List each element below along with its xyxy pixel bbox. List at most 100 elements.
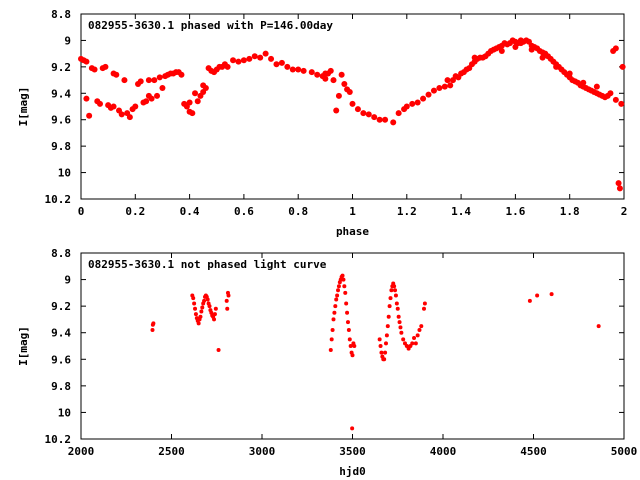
phased-data-point bbox=[121, 77, 128, 84]
unphased-data-point bbox=[205, 297, 210, 302]
phased-xtick-label: 0 bbox=[78, 205, 85, 218]
phased-data-point bbox=[593, 83, 600, 90]
unphased-data-point bbox=[226, 293, 231, 298]
unphased-data-point bbox=[344, 301, 349, 306]
unphased-data-point bbox=[395, 306, 400, 311]
unphased-data-point bbox=[350, 353, 355, 358]
unphased-data-point bbox=[200, 305, 205, 310]
unphased-data-point bbox=[347, 337, 352, 342]
phased-data-point bbox=[83, 58, 90, 65]
phased-data-point bbox=[498, 48, 505, 54]
phased-data-point bbox=[335, 92, 342, 99]
unphased-data-point bbox=[383, 350, 388, 355]
phased-data-point bbox=[619, 63, 626, 70]
phased-data-point bbox=[612, 45, 619, 52]
unphased-ytick-label: 9.6 bbox=[51, 353, 71, 366]
phased-ytick-label: 9.6 bbox=[51, 114, 71, 127]
phased-data-point bbox=[295, 66, 302, 73]
phased-data-point bbox=[471, 54, 478, 61]
phased-data-point bbox=[607, 90, 614, 97]
unphased-data-point bbox=[399, 330, 404, 335]
unphased-data-point bbox=[333, 304, 338, 309]
phased-data-point bbox=[278, 59, 285, 66]
unphased-xtick-label: 2500 bbox=[158, 445, 185, 458]
unphased-data-point bbox=[421, 306, 426, 311]
unphased-data-point bbox=[224, 298, 229, 303]
unphased-data-point bbox=[216, 347, 221, 352]
phased-data-point bbox=[314, 71, 321, 78]
unphased-ytick-label: 10.2 bbox=[45, 433, 72, 446]
unphased-data-point bbox=[332, 310, 337, 315]
phased-data-point bbox=[322, 75, 329, 82]
unphased-data-point bbox=[419, 324, 424, 329]
phased-xtick-label: 1.8 bbox=[560, 205, 580, 218]
phased-data-point bbox=[132, 103, 139, 110]
phased-data-point bbox=[612, 96, 619, 103]
unphased-data-point bbox=[383, 341, 388, 346]
phased-data-point bbox=[145, 77, 152, 84]
unphased-data-point bbox=[549, 292, 554, 297]
unphased-data-point bbox=[398, 325, 403, 330]
phased-data-point bbox=[230, 57, 237, 64]
unphased-data-point bbox=[382, 357, 387, 362]
unphased-data-point bbox=[334, 297, 339, 302]
unphased-ytick-label: 9.2 bbox=[51, 300, 71, 313]
phased-data-point bbox=[618, 100, 625, 107]
phased-x-axis-label: phase bbox=[336, 225, 369, 238]
phased-data-point bbox=[371, 114, 378, 121]
phased-data-point bbox=[441, 83, 448, 90]
unphased-xtick-label: 3000 bbox=[249, 445, 276, 458]
phased-ytick-label: 9.4 bbox=[51, 87, 71, 100]
unphased-data-point bbox=[207, 304, 212, 309]
unphased-data-point bbox=[388, 296, 393, 301]
unphased-data-point bbox=[193, 312, 198, 317]
unphased-data-point bbox=[150, 328, 155, 333]
phased-data-point bbox=[553, 63, 560, 70]
phased-data-point bbox=[444, 77, 451, 84]
phased-data-point bbox=[566, 70, 573, 77]
unphased-data-point bbox=[193, 306, 198, 311]
phased-data-point bbox=[178, 71, 185, 78]
unphased-data-point bbox=[330, 328, 335, 333]
unphased-data-point bbox=[389, 288, 394, 293]
phased-data-point bbox=[447, 82, 454, 89]
phased-data-point bbox=[382, 116, 389, 123]
unphased-data-point bbox=[384, 333, 389, 338]
phased-ytick-label: 9.8 bbox=[51, 140, 71, 153]
phased-data-point bbox=[159, 85, 166, 91]
phased-data-point bbox=[284, 63, 291, 70]
unphased-data-point bbox=[343, 290, 348, 295]
unphased-data-point bbox=[212, 312, 217, 317]
unphased-data-point bbox=[336, 288, 341, 293]
unphased-data-point bbox=[191, 296, 196, 301]
phased-data-point bbox=[97, 100, 104, 107]
phased-data-point bbox=[110, 103, 117, 110]
unphased-xtick-label: 4500 bbox=[520, 445, 547, 458]
phased-data-point bbox=[390, 119, 397, 126]
phased-xtick-label: 0.8 bbox=[288, 205, 308, 218]
phased-data-point bbox=[376, 116, 383, 123]
unphased-data-point bbox=[417, 328, 422, 333]
phased-data-point bbox=[365, 111, 372, 118]
phased-data-point bbox=[354, 106, 361, 113]
unphased-data-point bbox=[192, 301, 197, 306]
unphased-data-point bbox=[350, 426, 355, 431]
phased-data-point bbox=[333, 107, 340, 114]
unphased-ytick-label: 9.8 bbox=[51, 380, 71, 393]
phased-data-point bbox=[580, 79, 587, 86]
phased-data-point bbox=[403, 103, 410, 110]
phased-data-point bbox=[273, 61, 280, 68]
phased-ytick-label: 10.2 bbox=[45, 193, 72, 206]
unphased-data-point bbox=[340, 273, 345, 278]
unphased-data-point bbox=[386, 314, 391, 319]
phased-data-point bbox=[528, 46, 535, 53]
phased-data-point bbox=[341, 81, 348, 88]
phased-data-point bbox=[338, 71, 345, 78]
unphased-data-point bbox=[378, 344, 383, 348]
unphased-data-point bbox=[202, 298, 207, 303]
unphased-data-point bbox=[345, 310, 350, 315]
phased-data-point bbox=[235, 58, 242, 65]
phased-data-point bbox=[194, 98, 201, 105]
